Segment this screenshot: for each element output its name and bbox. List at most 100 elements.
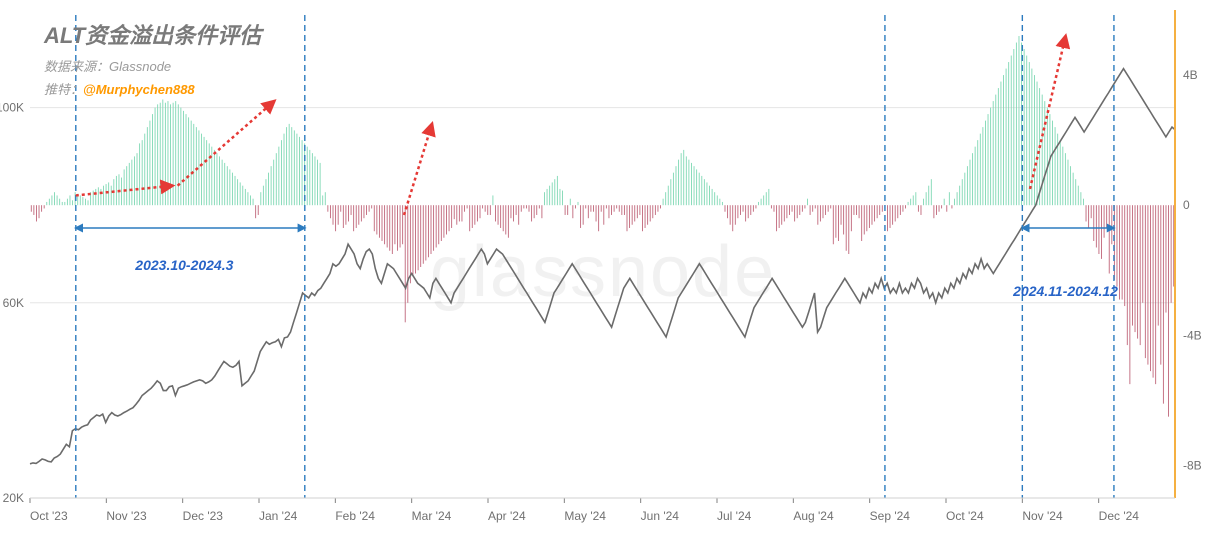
x-tick: Apr '24 [488,509,526,523]
bar [523,205,524,208]
bar [317,160,318,206]
bar [242,186,243,206]
bar [407,205,408,303]
bar [1168,205,1169,416]
bar [539,205,540,208]
bar [1091,205,1092,218]
bar [431,205,432,254]
bar [46,202,47,205]
bar [588,205,589,218]
bar [859,205,860,218]
bar [31,205,32,212]
bar [562,191,563,206]
bar [376,205,377,234]
bar [160,103,161,205]
bar [356,205,357,228]
bar [988,114,989,205]
bar [714,192,715,205]
bar [291,127,292,205]
bar [425,205,426,260]
bar [273,160,274,206]
bar [1011,56,1012,206]
bar [139,143,140,205]
bar [307,147,308,206]
bar [508,205,509,238]
bar [915,192,916,205]
bar [748,205,749,218]
bar [1031,69,1032,206]
x-tick: Feb '24 [335,509,375,523]
bar [299,137,300,205]
bar [196,127,197,205]
bar [931,179,932,205]
bar [526,205,527,208]
bar [51,195,52,205]
bar [590,205,591,212]
bar [518,205,519,225]
bar [88,200,89,205]
bar [732,205,733,231]
bar [500,205,501,228]
bar [980,134,981,206]
bar [616,205,617,208]
bar [1086,205,1087,221]
bar [116,176,117,205]
bar [1016,43,1017,206]
bar [214,150,215,205]
bar [578,202,579,205]
bar [629,205,630,228]
bar [260,192,261,205]
bar [1070,166,1071,205]
x-tick: Jan '24 [259,509,298,523]
bar [804,205,805,208]
bar [379,205,380,238]
bar [289,124,290,205]
bar [340,205,341,212]
bar [866,205,867,231]
bar [206,140,207,205]
bar [80,195,81,205]
bar [211,147,212,206]
bar [786,205,787,218]
bar [441,205,442,241]
bar [704,179,705,205]
bar [820,205,821,221]
bar [998,88,999,205]
bar [67,199,68,206]
bar [366,205,367,215]
y-right-tick: -4B [1183,328,1202,342]
bar [663,199,664,206]
bar [789,205,790,215]
bar [456,205,457,225]
bar [296,134,297,206]
bar [250,195,251,205]
bar [263,186,264,206]
bar [149,121,150,206]
bar [126,166,127,205]
bar [743,205,744,212]
bar [173,103,174,205]
bar [353,205,354,231]
bar [694,166,695,205]
bar [1132,205,1133,325]
bar [1073,173,1074,206]
bar [949,192,950,205]
bar [361,205,362,221]
bar [41,205,42,212]
bar [815,205,816,208]
bar [124,169,125,205]
bar [673,173,674,206]
bar [570,199,571,206]
x-tick: Oct '24 [946,509,984,523]
bar [516,205,517,215]
bar [449,205,450,231]
bar [1075,179,1076,205]
bar [459,205,460,221]
bar [784,205,785,221]
bar [255,205,256,218]
bar [144,134,145,206]
bar [131,160,132,206]
bar [108,182,109,205]
bar [619,205,620,212]
bar [240,182,241,205]
